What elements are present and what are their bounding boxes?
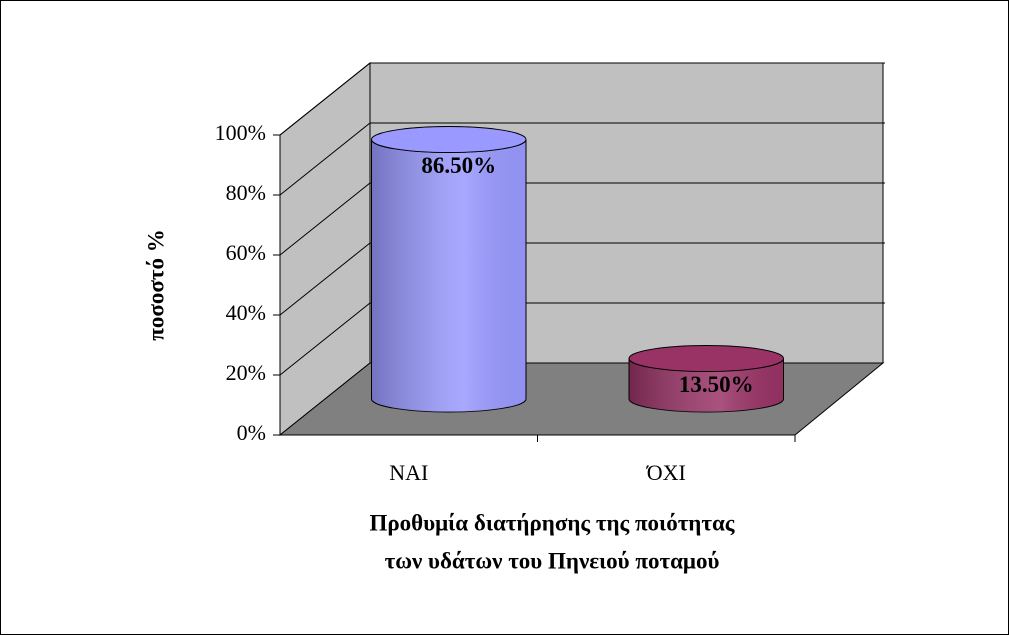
grid-line: [279, 242, 371, 316]
y-tick-label: 80%: [226, 180, 266, 205]
y-tick-label: 0%: [237, 420, 266, 445]
y-tick-label: 60%: [226, 240, 266, 265]
grid-line: [279, 122, 371, 196]
bar-shade: [371, 139, 526, 412]
data-label: 86.50%: [421, 153, 496, 178]
bar-top: [371, 126, 527, 153]
y-tick-label: 40%: [226, 300, 266, 325]
floor: [278, 362, 885, 436]
data-label: 13.50%: [679, 372, 754, 397]
grid-line: [279, 302, 371, 376]
bar-top: [628, 345, 784, 372]
y-tick-label: 100%: [215, 120, 266, 145]
y-tick-label: 20%: [226, 360, 266, 385]
grid-line: [279, 182, 371, 256]
x-tick-label: ΝΑΙ: [389, 460, 428, 485]
x-tick-label: ΌΧΙ: [646, 460, 686, 485]
x-axis-title: Προθυμία διατήρησης της ποιότητας: [369, 510, 734, 535]
bar-shade: [629, 358, 784, 412]
x-axis-title: των υδάτων του Πηνειού ποταμού: [385, 548, 720, 573]
y-axis-title: ποσοστό %: [143, 229, 168, 340]
grid-line: [279, 62, 371, 136]
